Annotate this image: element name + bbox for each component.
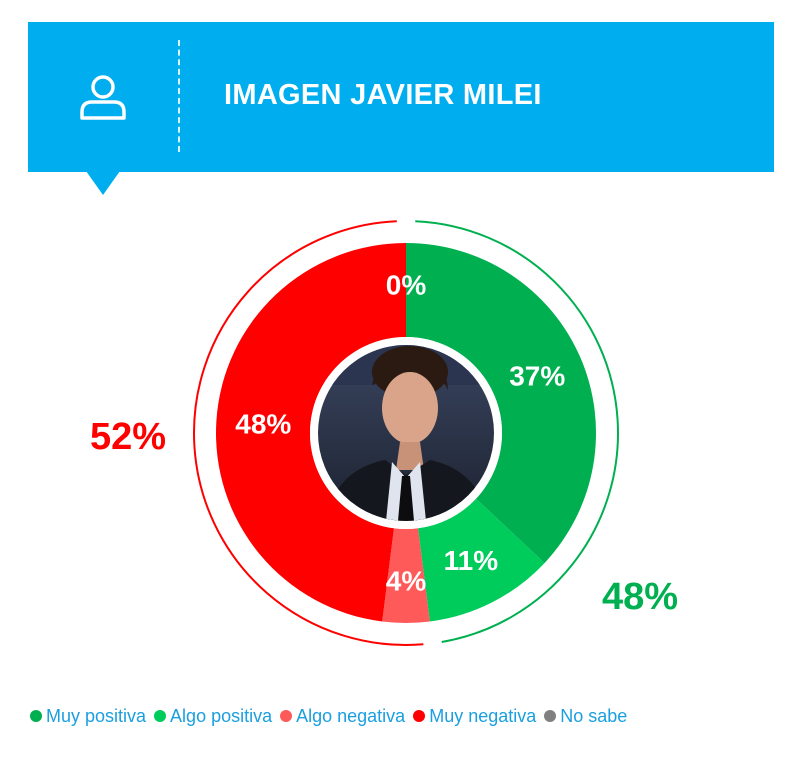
slice-muy-positiva [406, 243, 597, 564]
header-pointer [86, 171, 120, 195]
slice-muy-negativa [215, 243, 406, 622]
legend-label-no-sabe: No sabe [560, 705, 628, 726]
legend-label-muy-negativa: Muy negativa [429, 705, 537, 726]
legend-dot-algo-positiva [154, 710, 167, 722]
donut-chart: 37% 11% 4% 48% 0% 52% 48% [90, 220, 678, 646]
slice-labels: 37% 11% 4% 48% 0% [235, 270, 565, 597]
legend-dot-muy-positiva [30, 710, 42, 722]
positive-total-arc [415, 220, 619, 643]
slice-label-muy-positiva: 37% [509, 361, 565, 392]
header-banner: IMAGEN JAVIER MILEI [28, 22, 774, 172]
legend: Muy positiva Algo positiva Algo negativa Mu… [30, 703, 780, 729]
negative-total-label: 52% [90, 416, 166, 458]
legend-item-algo-negativa: Algo negativa [280, 706, 405, 727]
portrait-photo [318, 345, 494, 521]
total-arcs [192, 220, 619, 646]
legend-dot-muy-negativa [413, 710, 426, 722]
legend-item-algo-positiva: Algo positiva [154, 706, 272, 727]
slice-label-algo-positiva: 11% [444, 545, 499, 576]
page-title: IMAGEN JAVIER MILEI [224, 79, 542, 111]
total-labels: 52% 48% [90, 416, 678, 618]
slice-label-algo-negativa: 4% [386, 566, 427, 597]
legend-label-algo-negativa: Algo negativa [296, 705, 406, 726]
header-divider [178, 40, 180, 152]
slice-label-muy-negativa: 48% [235, 409, 291, 440]
positive-total-label: 48% [602, 576, 678, 618]
donut-slices [215, 243, 597, 623]
legend-item-no-sabe: No sabe [544, 706, 627, 727]
legend-label-muy-positiva: Muy positiva [46, 705, 147, 726]
legend-label-algo-positiva: Algo positiva [170, 705, 273, 726]
legend-dot-algo-negativa [280, 710, 293, 722]
legend-dot-no-sabe [544, 710, 557, 722]
user-icon [80, 75, 126, 120]
legend-item-muy-negativa: Muy negativa [413, 706, 536, 727]
slice-algo-negativa [382, 528, 430, 623]
negative-total-arc [192, 220, 424, 646]
legend-item-muy-positiva: Muy positiva [30, 706, 146, 727]
slice-algo-positiva [418, 498, 545, 622]
slice-label-no-sabe: 0% [386, 270, 427, 301]
